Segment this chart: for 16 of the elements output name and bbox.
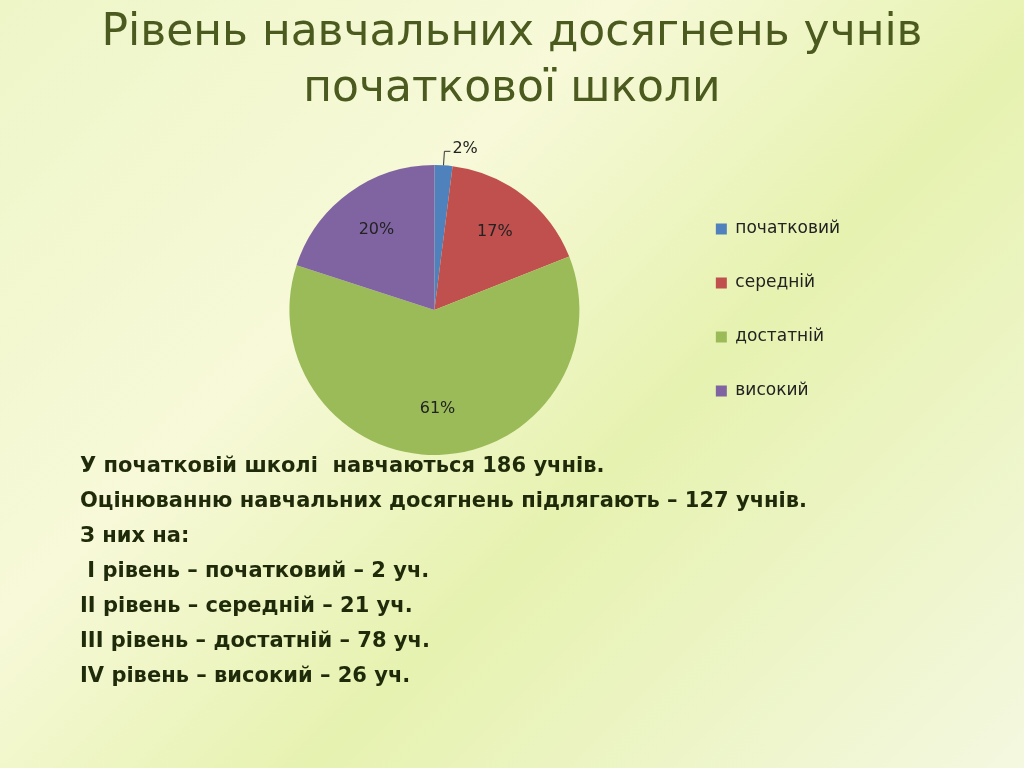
data-label: 61%	[419, 397, 456, 417]
text: І рівень – початковий – 2 уч.	[86, 557, 431, 584]
data-label: 2%	[452, 138, 478, 158]
text: ІІІ рівень – достатній – 78 уч.	[80, 627, 431, 654]
chart-title: Рівень навчальних досягнень учнів початкової школи	[100, 3, 924, 113]
text: ІV рівень – високий – 26 уч.	[80, 662, 412, 689]
legend-label: достатній	[735, 325, 824, 346]
legend-label: високий	[735, 379, 809, 400]
data-label: 17%	[477, 221, 513, 241]
data-label: 20%	[358, 219, 395, 239]
text: З них на:	[80, 522, 191, 549]
text: ІІ рівень – середній – 21 уч.	[80, 592, 414, 619]
text: У початковій школі навчаються 186 учнів.	[80, 452, 606, 479]
text: Оцінюванню навчальних досягнень підлягають – 127 учнів.	[80, 487, 808, 514]
legend-label: початковий	[735, 217, 841, 238]
legend-label: середній	[735, 271, 816, 292]
